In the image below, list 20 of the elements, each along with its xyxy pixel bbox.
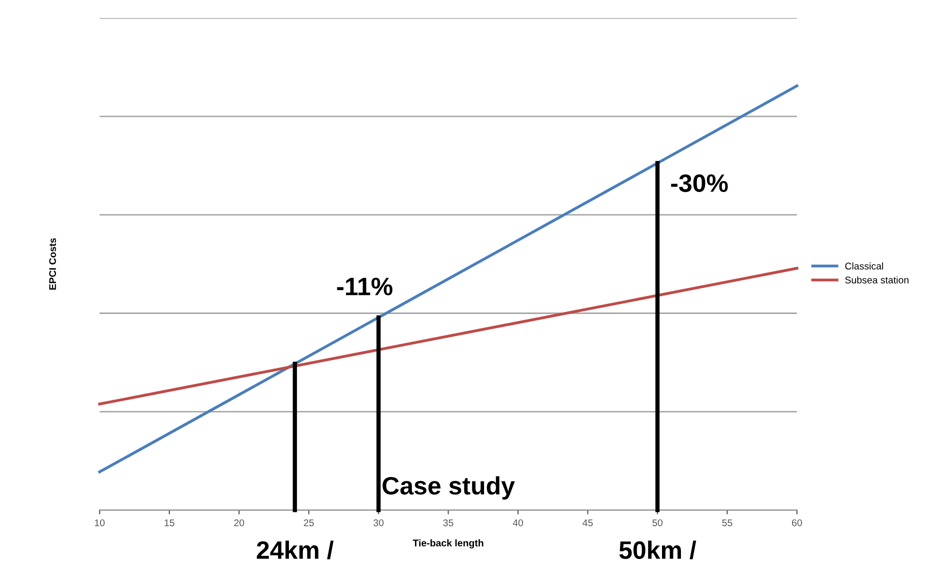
x-tick-label: 60: [792, 519, 802, 526]
annotation: -30%: [671, 174, 728, 192]
ref-line-label: 50km /: [619, 540, 696, 560]
x-tick-label: 30: [374, 519, 384, 526]
legend-label: Classical: [845, 262, 883, 270]
annotation: Case study: [382, 476, 515, 500]
ref-line-label: 24km /: [256, 540, 334, 560]
annotation: -11%: [337, 278, 392, 296]
x-tick-label: 55: [722, 519, 732, 526]
x-tick-label: 50: [652, 519, 662, 526]
x-tick-label: 15: [164, 519, 174, 526]
legend-label: Subsea station: [845, 276, 908, 284]
x-tick-label: 40: [512, 519, 524, 526]
y-axis-title: EPCI Costs: [49, 238, 56, 290]
x-tick-label: 45: [582, 519, 593, 526]
x-tick-label: 20: [234, 519, 244, 526]
x-tick-label: 25: [304, 519, 314, 526]
x-tick-label: 10: [94, 519, 105, 526]
x-axis-title: Tie-back length: [412, 539, 484, 548]
x-tick-label: 35: [443, 519, 454, 526]
